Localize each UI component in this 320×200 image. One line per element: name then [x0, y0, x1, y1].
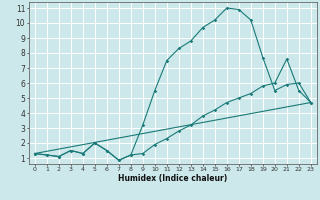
X-axis label: Humidex (Indice chaleur): Humidex (Indice chaleur) [118, 174, 228, 183]
